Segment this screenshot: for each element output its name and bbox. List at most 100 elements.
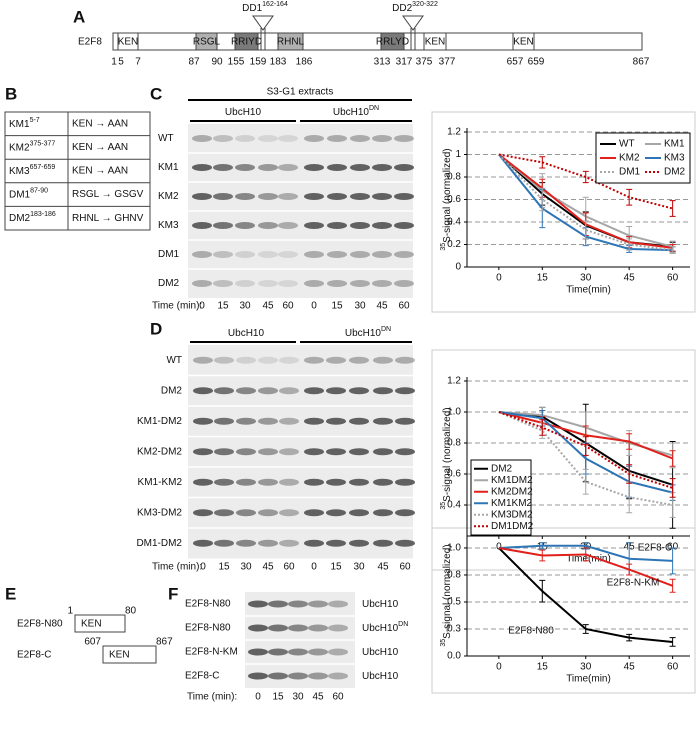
gel-band xyxy=(349,478,369,486)
construct-name: E2F8-N80 xyxy=(17,619,63,630)
protein-name: E2F8 xyxy=(78,37,102,48)
mutant-name: KM15-7 xyxy=(9,117,40,129)
gel-band xyxy=(327,193,347,200)
gel-band xyxy=(268,600,288,608)
gel-band xyxy=(235,193,255,200)
text-part: KM2 xyxy=(9,142,30,153)
error-bar xyxy=(669,478,676,498)
gel-band xyxy=(268,672,288,680)
gel-band xyxy=(288,648,308,656)
gel-band xyxy=(308,600,328,608)
error-bar xyxy=(582,468,589,495)
gel-band xyxy=(304,387,324,395)
gel-band xyxy=(326,448,346,456)
gel-band xyxy=(258,417,278,425)
panel-label: D xyxy=(150,319,162,338)
domain-box xyxy=(512,32,535,51)
gel-band xyxy=(327,222,347,229)
time-label: Time (min): xyxy=(152,301,202,312)
gel-band xyxy=(193,387,213,395)
superscript: 657-659 xyxy=(30,164,56,171)
x-tick-label: 0 xyxy=(496,662,502,673)
time-value: 60 xyxy=(283,562,295,573)
text-part: UbcH10 xyxy=(333,107,370,118)
gel-band xyxy=(372,280,392,287)
gel-band xyxy=(258,251,278,258)
mutant-name: DM2183-186 xyxy=(9,212,56,224)
time-value: 0 xyxy=(255,692,261,703)
text-part: KM3 xyxy=(9,166,30,177)
residue-position: 7 xyxy=(135,57,141,68)
gel-band xyxy=(304,417,324,425)
superscript: DN xyxy=(381,326,391,333)
time-value: 15 xyxy=(331,301,343,312)
text-part: UbcH10 xyxy=(345,328,382,339)
gel-band xyxy=(213,135,233,142)
y-tick-label: 0.0 xyxy=(447,651,461,662)
domain-label: KEN xyxy=(425,37,446,48)
gel-row-label: E2F8-N80 xyxy=(185,599,231,610)
y-tick-label: 0.8 xyxy=(447,438,461,449)
gel-band xyxy=(395,509,415,517)
gel-band xyxy=(213,164,233,171)
gel-band xyxy=(395,448,415,456)
gel-band xyxy=(213,251,233,258)
gel-band xyxy=(326,509,346,517)
residue-position: 183 xyxy=(270,57,287,68)
gel-band xyxy=(372,193,392,200)
y-tick-label: 0.4 xyxy=(447,217,461,228)
dd-triangle xyxy=(252,15,274,31)
gel-band xyxy=(304,280,324,287)
domain-box xyxy=(234,32,259,51)
text-part: UbcH10 xyxy=(228,328,265,339)
time-value: 30 xyxy=(292,692,304,703)
error-bar xyxy=(626,563,633,576)
residue-position: 375 xyxy=(416,57,433,68)
text-part: UbcH10 xyxy=(362,671,399,682)
gel-band xyxy=(350,135,370,142)
gel-band xyxy=(349,417,369,425)
domain-box xyxy=(380,32,405,51)
mutation: RHNL → GHNV xyxy=(72,213,144,224)
x-tick-label: 60 xyxy=(667,662,679,673)
gel-band xyxy=(258,387,278,395)
gel-band xyxy=(350,280,370,287)
text-part: DM1 xyxy=(9,189,31,200)
gel-band xyxy=(213,280,233,287)
gel-band xyxy=(258,135,278,142)
gel-band xyxy=(258,164,278,171)
series-label: E2F8-N-KM xyxy=(607,578,660,589)
panel-label: C xyxy=(150,84,162,103)
gel-band xyxy=(372,251,392,258)
gel-row-label: DM2 xyxy=(158,278,180,289)
gel-band xyxy=(327,164,347,171)
error-bar xyxy=(539,419,546,436)
gel-band xyxy=(304,222,324,229)
gel-band xyxy=(214,478,234,486)
series-label: E2F8-C xyxy=(638,543,672,554)
x-axis-title: Time(min) xyxy=(566,285,611,296)
x-tick-label: 60 xyxy=(667,542,679,553)
mutation: KEN → AAN xyxy=(72,142,128,153)
time-value: 30 xyxy=(354,301,366,312)
y-axis-title: 35S-signal (normalized) xyxy=(440,407,452,509)
superscript: 5-7 xyxy=(30,117,40,124)
x-tick-label: 45 xyxy=(624,662,636,673)
gel-band xyxy=(278,280,298,287)
time-value: 15 xyxy=(218,562,230,573)
gel-band xyxy=(328,648,348,656)
gel-band xyxy=(394,164,414,171)
error-bar xyxy=(669,637,676,647)
y-tick-label: 1.2 xyxy=(447,127,461,138)
gel-band xyxy=(258,539,278,547)
gel-row-label: KM1-KM2 xyxy=(138,477,183,488)
dd-label: DD2320-322 xyxy=(392,1,438,13)
text-part: UbcH10 xyxy=(225,107,262,118)
gel-band xyxy=(236,539,256,547)
legend-label: KM2DM2 xyxy=(491,486,533,497)
gel-band xyxy=(304,164,324,171)
y-tick-label: 1.0 xyxy=(447,543,461,554)
gel-band xyxy=(279,509,299,517)
domain-label: KEN xyxy=(118,37,139,48)
gel-band xyxy=(373,417,393,425)
